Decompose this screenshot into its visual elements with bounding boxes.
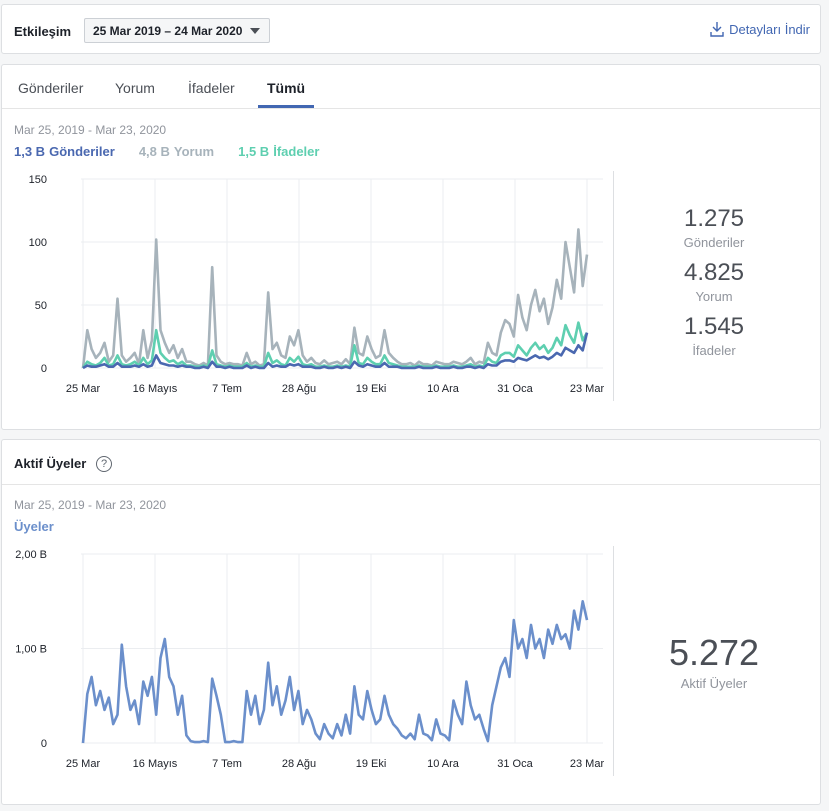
engagement-tabs: Gönderiler Yorum İfadeler Tümü: [2, 65, 820, 109]
engagement-x-tick: 25 Mar: [66, 383, 101, 395]
caret-down-icon: [250, 28, 260, 34]
tab-reactions[interactable]: İfadeler: [188, 80, 235, 96]
engagement-title: Etkileşim: [14, 24, 72, 39]
active-members-chart[interactable]: 0 1,00 B 2,00 B 25 Mar 16 Mayıs 7 Tem 28 Ağu 19…: [2, 540, 612, 775]
stat-posts-value: 1.275: [683, 205, 745, 232]
legend-posts-name: Gönderiler: [49, 144, 115, 159]
engagement-date-range: Mar 25, 2019 - Mar 23, 2020: [14, 123, 167, 137]
active-members-card: Aktif Üyeler ? Mar 25, 2019 - Mar 23, 20…: [1, 439, 821, 805]
legend-comments[interactable]: 4,8 B Yorum: [139, 144, 218, 159]
engagement-header-card: Etkileşim 25 Mar 2019 – 24 Mar 2020 Deta…: [1, 4, 821, 54]
legend-posts-value: 1,3 B: [14, 144, 46, 159]
engagement-x-tick: 23 Mar: [570, 383, 605, 395]
legend-members-name[interactable]: Üyeler: [14, 519, 54, 534]
engagement-x-tick: 16 Mayıs: [133, 383, 178, 395]
members-x-tick: 16 Mayıs: [133, 758, 178, 770]
members-x-tick: 23 Mar: [570, 758, 605, 770]
engagement-x-tick: 10 Ara: [427, 383, 460, 395]
members-y-tick: 2,00 B: [15, 549, 47, 561]
members-x-tick: 28 Ağu: [282, 758, 316, 770]
engagement-y-tick: 100: [29, 237, 47, 249]
members-stats-divider: [613, 546, 614, 776]
engagement-series-line-2[interactable]: [82, 332, 589, 370]
legend-reactions-name: İfadeler: [273, 144, 320, 159]
date-range-value: 25 Mar 2019 – 24 Mar 2020: [93, 24, 243, 38]
stat-posts-label: Gönderiler: [683, 235, 745, 250]
active-members-header: Aktif Üyeler ?: [2, 440, 820, 485]
question-icon[interactable]: ?: [96, 456, 112, 472]
download-icon: [710, 22, 724, 37]
download-label: Detayları İndir: [729, 21, 810, 37]
members-stat-value: 5.272: [668, 632, 760, 673]
members-series-line-0[interactable]: [81, 599, 589, 744]
engagement-x-tick: 31 Oca: [497, 383, 533, 395]
members-x-tick: 10 Ara: [427, 758, 460, 770]
members-legend: Üyeler: [14, 519, 58, 534]
members-x-tick: 19 Eki: [356, 758, 387, 770]
legend-reactions[interactable]: 1,5 B İfadeler: [238, 144, 323, 159]
engagement-chart[interactable]: 0 50 100 150 25 Mar 16 Mayıs 7 Tem 28 Ağu 19 Eki…: [2, 165, 612, 400]
members-date-range: Mar 25, 2019 - Mar 23, 2020: [14, 498, 167, 512]
members-y-tick: 0: [41, 738, 47, 750]
engagement-card: Gönderiler Yorum İfadeler Tümü Mar 25, 2…: [1, 64, 821, 430]
engagement-y-tick: 150: [29, 174, 47, 186]
stats-divider: [613, 171, 614, 401]
engagement-legend: 1,3 B Gönderiler 4,8 B Yorum 1,5 B İfade…: [14, 144, 343, 159]
download-details-link[interactable]: Detayları İndir: [710, 21, 810, 37]
members-x-tick: 25 Mar: [66, 758, 101, 770]
members-stat-label: Aktif Üyeler: [680, 676, 748, 691]
stat-comments-value: 4.825: [683, 259, 745, 286]
stat-reactions-value: 1.545: [683, 313, 745, 340]
engagement-x-tick: 19 Eki: [356, 383, 387, 395]
active-tab-indicator: [258, 105, 314, 108]
tab-comments[interactable]: Yorum: [115, 80, 155, 96]
engagement-x-tick: 28 Ağu: [282, 383, 316, 395]
active-members-title: Aktif Üyeler: [14, 456, 87, 471]
stat-comments-label: Yorum: [695, 289, 733, 304]
tab-posts[interactable]: Gönderiler: [18, 80, 84, 96]
engagement-y-tick: 0: [41, 363, 47, 375]
members-x-tick: 7 Tem: [212, 758, 242, 770]
engagement-y-tick: 50: [35, 300, 47, 312]
engagement-series-line-0[interactable]: [81, 228, 589, 369]
stat-reactions-label: İfadeler: [692, 343, 736, 358]
legend-comments-value: 4,8 B: [138, 144, 170, 159]
date-range-dropdown[interactable]: 25 Mar 2019 – 24 Mar 2020: [84, 18, 270, 43]
legend-comments-name: Yorum: [173, 144, 215, 159]
legend-reactions-value: 1,5 B: [238, 144, 270, 159]
tab-all[interactable]: Tümü: [267, 80, 306, 96]
members-x-tick: 31 Oca: [497, 758, 533, 770]
legend-posts[interactable]: 1,3 B Gönderiler: [14, 144, 119, 159]
engagement-x-tick: 7 Tem: [212, 383, 242, 395]
members-y-tick: 1,00 B: [15, 644, 47, 656]
